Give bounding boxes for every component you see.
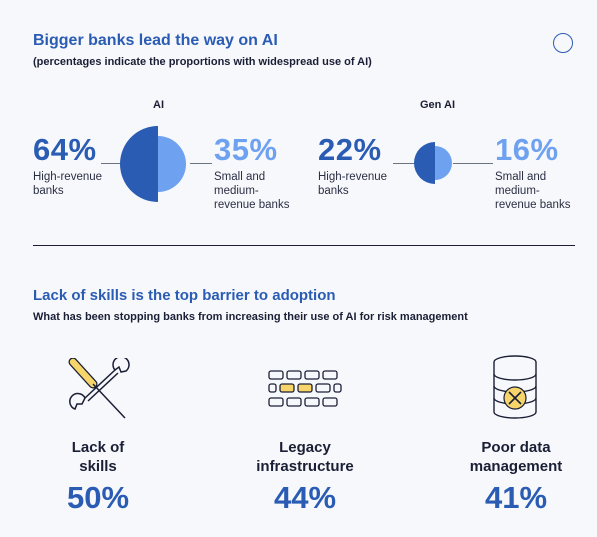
section-divider xyxy=(33,245,575,246)
ai-small-medium-pct: 35% xyxy=(214,132,278,167)
ai-small-medium-half xyxy=(158,136,186,192)
section2-title: Lack of skills is the top barrier to ado… xyxy=(33,287,336,304)
database-icon xyxy=(493,355,537,419)
brick-wall-icon xyxy=(268,370,342,407)
genai-small-medium-pct: 16% xyxy=(495,132,559,167)
genai-right-connector xyxy=(453,163,493,164)
genai-high-revenue-desc: High-revenue banks xyxy=(318,171,388,197)
section2-subtitle: What has been stopping banks from increa… xyxy=(33,311,468,323)
genai-half-circles-chart xyxy=(414,142,452,184)
section1-title: Bigger banks lead the way on AI xyxy=(33,32,278,49)
barrier-label-legacy-infrastructure: Legacy infrastructure xyxy=(256,439,354,475)
ai-high-revenue-pct: 64% xyxy=(33,132,97,167)
section1-subtitle: (percentages indicate the proportions wi… xyxy=(33,56,372,68)
ai-group-label: AI xyxy=(153,99,164,111)
genai-small-medium-half xyxy=(435,146,452,180)
barrier-pct-poor-data-management: 41% xyxy=(484,480,548,515)
ai-half-circles-chart xyxy=(120,126,186,202)
circle-icon[interactable] xyxy=(553,33,573,53)
barrier-pct-lack-of-skills: 50% xyxy=(66,480,130,515)
genai-left-connector xyxy=(393,163,419,164)
ai-high-revenue-desc: High-revenue banks xyxy=(33,171,103,197)
ai-right-connector xyxy=(190,163,212,164)
ai-high-revenue-half xyxy=(120,126,158,202)
tools-icon xyxy=(68,358,130,419)
genai-high-revenue-pct: 22% xyxy=(318,132,382,167)
barrier-label-poor-data-management: Poor data management xyxy=(469,439,563,475)
barrier-pct-legacy-infrastructure: 44% xyxy=(273,480,337,515)
barrier-label-lack-of-skills: Lack of skills xyxy=(71,439,125,475)
genai-high-revenue-half xyxy=(414,142,435,184)
ai-small-medium-desc: Small and medium- revenue banks xyxy=(214,171,290,211)
genai-small-medium-desc: Small and medium- revenue banks xyxy=(495,171,571,211)
genai-group-label: Gen AI xyxy=(420,99,456,111)
ai-left-connector xyxy=(101,163,121,164)
